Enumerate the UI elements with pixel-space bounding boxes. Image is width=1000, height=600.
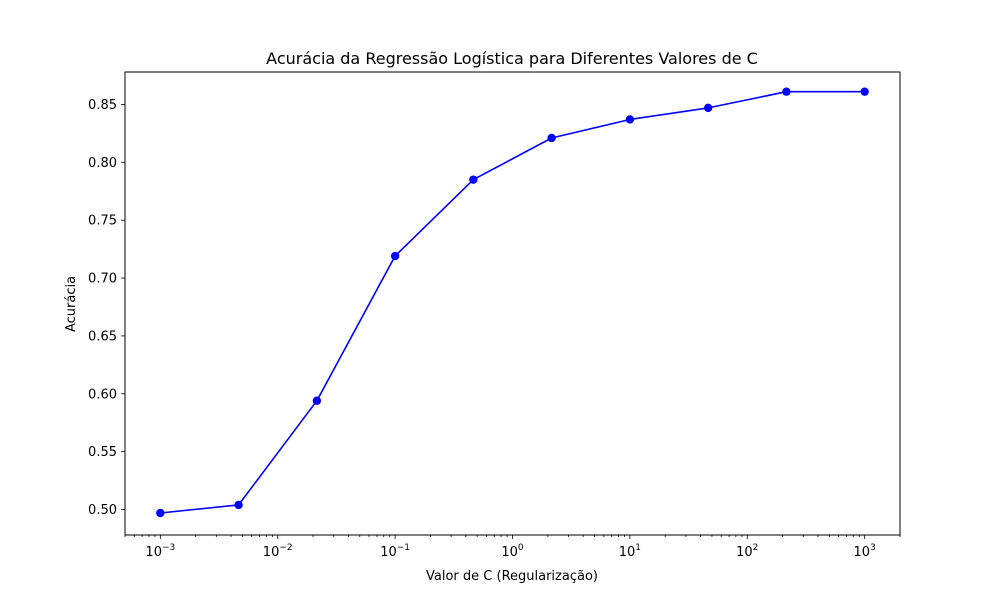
x-tick-label: 102	[736, 543, 758, 560]
data-point	[469, 175, 478, 184]
x-tick-label: 10−2	[263, 543, 293, 560]
x-tick-label: 101	[619, 543, 641, 560]
data-point	[234, 500, 243, 510]
x-tick-label: 100	[501, 543, 524, 560]
x-tick-label: 10−3	[145, 543, 175, 560]
y-tick-label: 0.60	[88, 387, 117, 402]
y-tick-label: 0.80	[88, 156, 117, 171]
series-line	[160, 90, 865, 514]
y-tick-label: 0.70	[88, 272, 117, 287]
y-tick-label: 0.75	[88, 214, 117, 229]
data-point	[156, 508, 165, 518]
data-point	[782, 87, 791, 96]
data-point	[860, 87, 869, 96]
y-tick-label: 0.65	[88, 329, 117, 344]
x-tick-label: 103	[854, 543, 876, 560]
data-point	[703, 103, 713, 113]
x-tick-label: 10−1	[380, 543, 410, 560]
plot-area: 10−3 10−2 10−1 100 101 102 103 0.50 0.55 0.60 0.65…	[88, 87, 901, 560]
y-tick-label: 0.85	[88, 98, 117, 113]
data-point	[312, 396, 322, 405]
data-point	[625, 115, 635, 124]
chart-title: Acurácia da Regressão Logística para Dif…	[266, 49, 758, 68]
y-axis-label: Acurácia	[64, 276, 79, 332]
data-point	[390, 251, 400, 261]
y-tick-label: 0.55	[88, 445, 117, 460]
y-tick-label: 0.50	[88, 503, 117, 518]
data-point	[547, 133, 556, 143]
x-axis-label: Valor de C (Regularização)	[426, 569, 598, 584]
plot-frame	[124, 71, 901, 536]
